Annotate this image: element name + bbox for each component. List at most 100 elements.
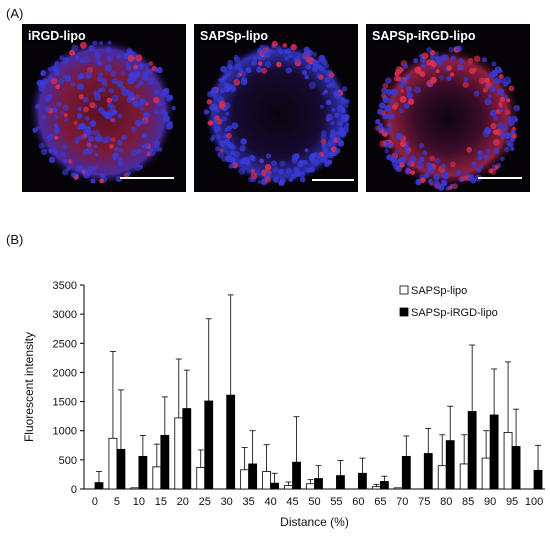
liposome-signal [449,72,455,77]
cell-nucleus [415,178,422,186]
cell-nucleus [130,149,138,157]
liposome-signal [420,177,426,183]
cell-nucleus [121,135,125,140]
cell-nucleus [376,126,383,132]
cell-nucleus [342,114,349,122]
cell-nucleus [62,104,69,111]
micrograph-sapsp-lipo: SAPSp-lipo [194,24,358,192]
cell-nucleus [417,162,424,169]
cell-nucleus [335,131,340,136]
micrograph-caption: SAPSp-iRGD-lipo [372,29,476,43]
cell-nucleus [456,169,463,176]
cell-nucleus [134,164,141,172]
liposome-signal [80,41,87,49]
cell-nucleus [153,108,160,115]
liposome-signal [135,54,143,62]
y-tick-label: 500 [59,455,77,467]
cell-nucleus [288,54,293,59]
cell-nucleus [278,49,284,54]
y-tick-label: 1000 [53,426,77,438]
cell-nucleus [324,89,328,94]
cell-nucleus [507,119,515,127]
cell-nucleus [331,107,336,112]
cell-nucleus [430,56,435,62]
cell-nucleus [233,56,241,63]
x-tick-label: 70 [396,496,408,508]
cell-nucleus [323,152,330,159]
liposome-signal [261,67,268,74]
bar-sapsp-irgd-lipo [489,414,499,490]
cell-nucleus [463,77,469,82]
cell-nucleus [397,157,404,163]
liposome-signal [320,138,327,145]
x-tick-label: 95 [506,496,518,508]
cell-nucleus [86,146,94,155]
cell-nucleus [344,98,350,104]
liposome-signal [466,146,472,153]
liposome-signal [276,61,282,68]
cell-nucleus [160,109,167,116]
cell-nucleus [333,90,340,98]
cell-nucleus [340,106,346,112]
x-tick-label: 0 [92,496,98,508]
liposome-signal [99,178,104,184]
liposome-signal [257,61,263,66]
liposome-signal [393,102,399,108]
cell-nucleus [145,62,150,67]
cell-nucleus [90,178,96,184]
cell-nucleus [325,99,332,106]
liposome-signal [450,161,456,167]
cell-nucleus [402,63,409,70]
cell-nucleus [110,104,116,111]
cell-nucleus [74,55,79,60]
cell-nucleus [405,74,411,80]
cell-nucleus [168,94,174,100]
cell-nucleus [303,46,310,53]
liposome-signal [429,155,436,162]
cell-nucleus [329,133,336,140]
bar-sapsp-irgd-lipo [160,434,170,490]
cell-nucleus [327,139,335,146]
liposome-signal [435,69,440,74]
cell-nucleus [312,51,318,57]
liposome-signal [380,92,387,98]
x-tick-label: 45 [286,496,298,508]
liposome-signal [431,62,437,68]
cell-nucleus [450,55,456,61]
cell-nucleus [108,88,115,94]
cell-nucleus [455,45,463,52]
bar-sapsp-irgd-lipo [423,453,433,490]
cell-nucleus [299,176,306,183]
bar-chart: 0 500 1000 1500 2000 2500 3000 3500 0 5 10 15 20 25 30… [22,280,545,529]
cell-nucleus [171,106,176,111]
cell-nucleus [414,86,421,94]
liposome-signal [110,118,115,123]
cell-nucleus [136,101,143,108]
cell-nucleus [134,94,140,100]
cell-nucleus [294,55,302,63]
cell-nucleus [473,90,480,97]
cell-nucleus [79,134,85,141]
cell-nucleus [457,64,462,69]
cell-nucleus [434,157,441,164]
cell-nucleus [85,116,90,121]
cell-nucleus [256,66,263,73]
cell-nucleus [441,163,446,169]
micrograph-irgd-lipo: iRGD-lipo [22,24,186,192]
x-tick-label: 75 [418,496,430,508]
cell-nucleus [238,168,246,175]
cell-nucleus [62,169,69,176]
y-tick-label: 3000 [53,309,77,321]
cell-nucleus [47,93,53,99]
y-tick-label: 3500 [53,280,77,292]
cell-nucleus [87,165,94,172]
cell-nucleus [434,58,440,65]
liposome-signal [73,121,78,125]
cell-nucleus [110,71,117,77]
liposome-signal [446,65,452,71]
cell-nucleus [290,173,297,180]
cell-nucleus [78,73,85,80]
cell-nucleus [225,140,231,146]
cell-nucleus [127,77,135,85]
cell-nucleus [76,113,83,119]
